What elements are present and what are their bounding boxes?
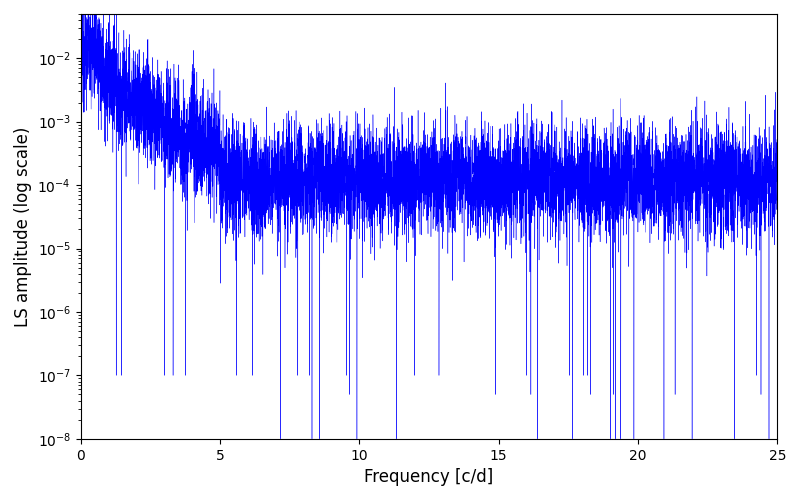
Y-axis label: LS amplitude (log scale): LS amplitude (log scale) xyxy=(14,126,32,326)
X-axis label: Frequency [c/d]: Frequency [c/d] xyxy=(364,468,494,486)
